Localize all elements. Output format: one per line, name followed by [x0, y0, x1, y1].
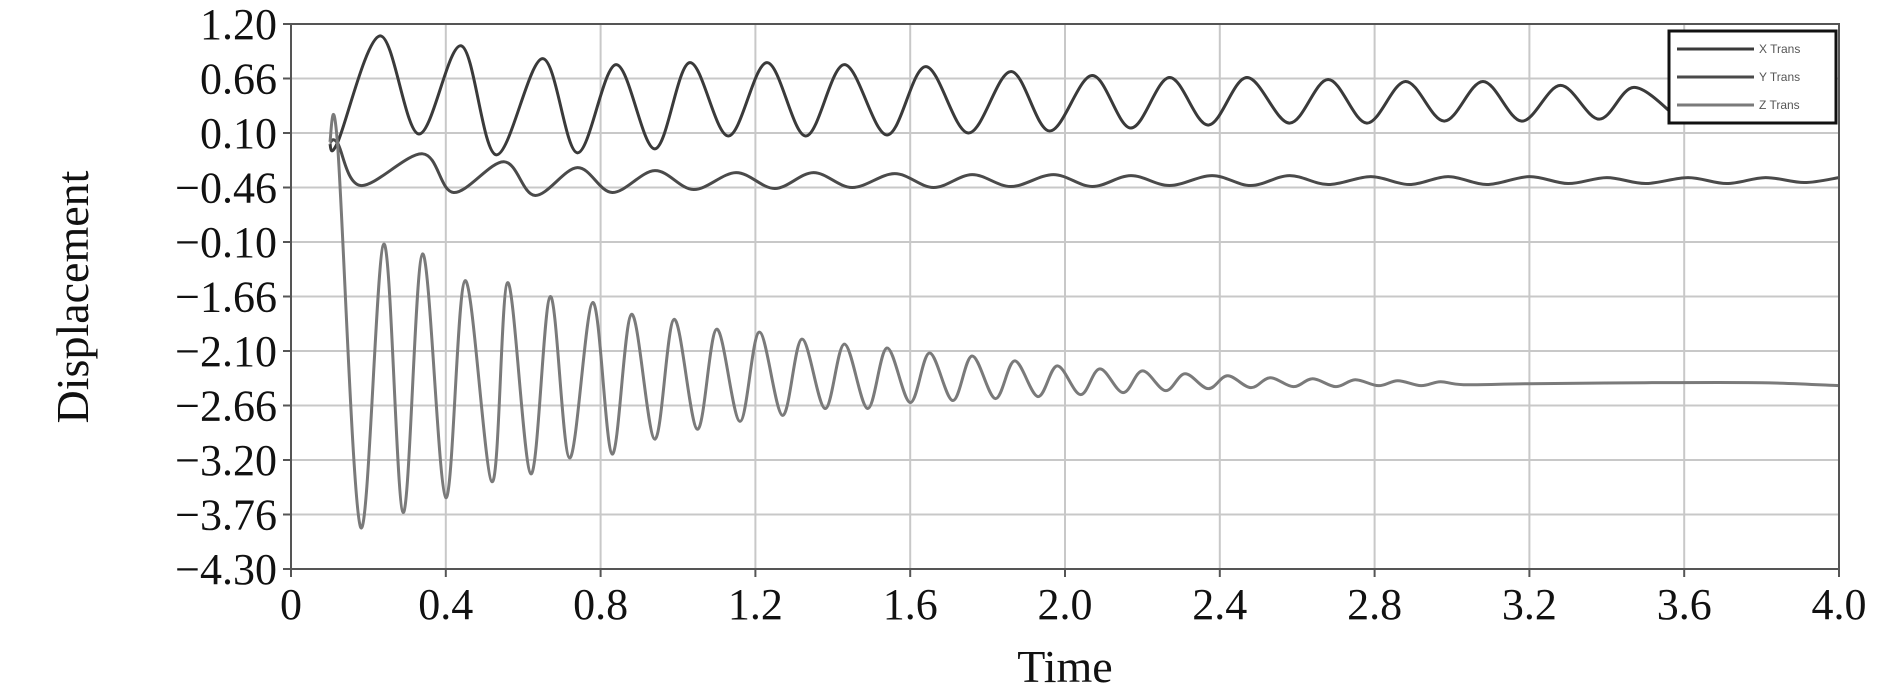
y-tick-label: −3.20 [175, 436, 277, 485]
x-tick-label: 4.0 [1812, 580, 1867, 629]
y-tick-label: −0.46 [175, 164, 277, 213]
x-tick-label: 2.0 [1038, 580, 1093, 629]
x-tick-label: 3.2 [1502, 580, 1557, 629]
x-tick-label: 2.4 [1192, 580, 1247, 629]
y-tick-label: 0.10 [200, 109, 277, 158]
x-tick-label: 1.6 [883, 580, 938, 629]
y-tick-label: −4.30 [175, 545, 277, 594]
y-tick-label: −0.10 [175, 218, 277, 267]
y-axis-title: Displacement [47, 170, 98, 423]
legend-label: Y Trans [1759, 70, 1800, 84]
lines [328, 34, 1840, 529]
x-tick-label: 1.2 [728, 580, 783, 629]
grid [290, 23, 1840, 570]
y-tick-label: −3.76 [175, 491, 277, 540]
x-tick-label: 0 [280, 580, 302, 629]
series-line [328, 34, 1678, 157]
x-tick-label: 0.4 [418, 580, 473, 629]
y-tick-label: −2.10 [175, 327, 277, 376]
series-line [328, 112, 1840, 529]
legend: X Trans Y Trans Z Trans [1667, 29, 1838, 125]
legend-label: X Trans [1759, 42, 1800, 56]
x-tick-label: 2.8 [1347, 580, 1402, 629]
y-tick-label: −2.66 [175, 382, 277, 431]
x-axis-title: Time [1017, 641, 1112, 692]
y-tick-label: 0.66 [200, 55, 277, 104]
x-tick-label: 0.8 [573, 580, 628, 629]
y-tick-label: −1.66 [175, 273, 277, 322]
legend-label: Z Trans [1759, 98, 1800, 112]
ticks: 1.200.660.10−0.46−0.10−1.66−2.10−2.66−3.… [175, 0, 1866, 629]
y-tick-label: 1.20 [200, 0, 277, 49]
x-tick-label: 3.6 [1657, 580, 1712, 629]
series-line [328, 138, 1840, 197]
